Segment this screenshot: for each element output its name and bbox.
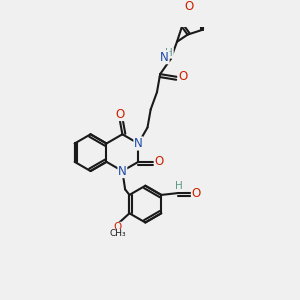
Text: CH₃: CH₃: [110, 229, 126, 238]
Text: O: O: [184, 0, 194, 13]
Text: O: O: [115, 107, 124, 121]
Text: O: O: [191, 187, 201, 200]
Text: O: O: [114, 222, 122, 232]
Text: N: N: [118, 164, 127, 178]
Text: H: H: [175, 181, 183, 191]
Text: H: H: [166, 48, 173, 58]
Text: N: N: [134, 137, 143, 150]
Text: O: O: [178, 70, 187, 83]
Text: O: O: [154, 155, 164, 168]
Text: N: N: [160, 51, 169, 64]
